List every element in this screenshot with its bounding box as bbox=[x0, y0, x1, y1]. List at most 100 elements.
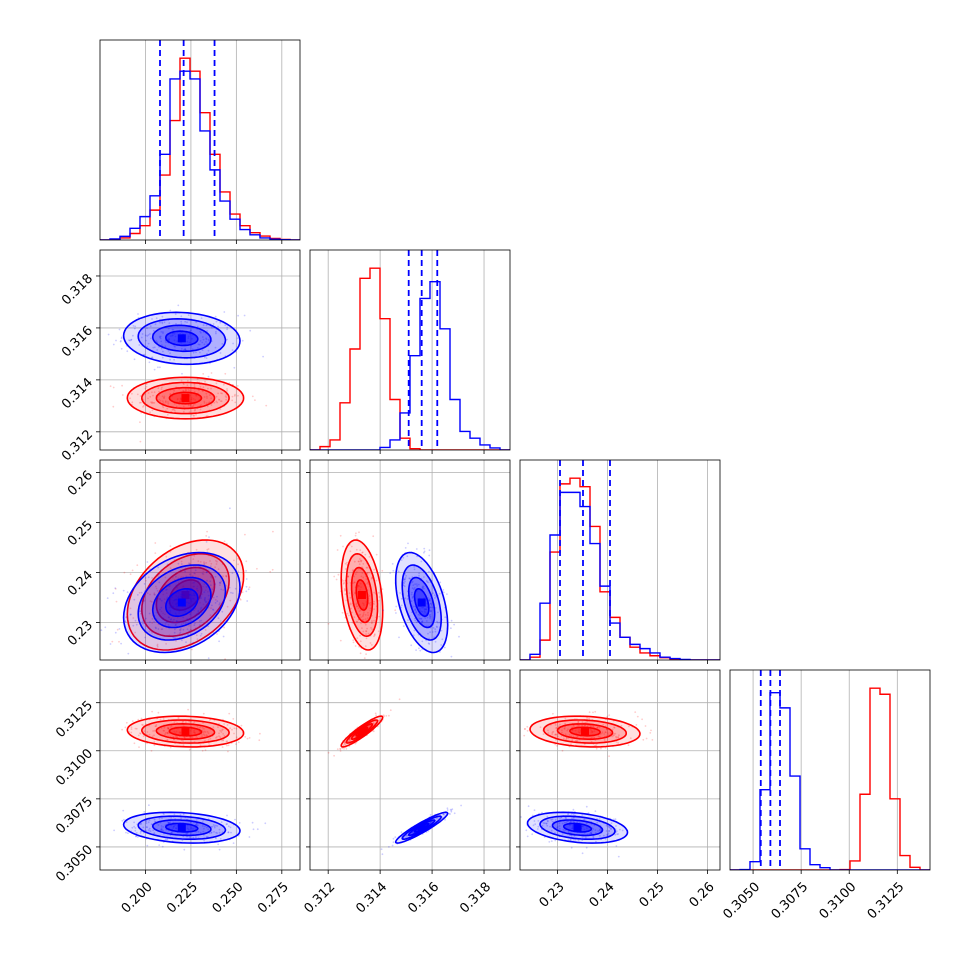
scatter-point bbox=[209, 565, 212, 568]
scatter-point bbox=[213, 583, 216, 586]
scatter-point bbox=[188, 836, 191, 839]
scatter-point bbox=[364, 645, 367, 647]
scatter-point bbox=[568, 734, 571, 736]
scatter-point bbox=[173, 721, 176, 723]
scatter-point bbox=[561, 822, 564, 825]
scatter-point bbox=[192, 414, 195, 417]
scatter-point bbox=[192, 828, 194, 830]
panel-content bbox=[100, 40, 300, 240]
scatter-point bbox=[355, 605, 358, 608]
scatter-point bbox=[167, 727, 170, 730]
scatter-point bbox=[600, 747, 602, 750]
scatter-point bbox=[554, 724, 557, 726]
scatter-point bbox=[159, 608, 161, 611]
scatter-point bbox=[182, 744, 185, 747]
scatter-point bbox=[209, 584, 212, 586]
scatter-point bbox=[169, 609, 172, 612]
scatter-point bbox=[606, 833, 609, 836]
scatter-point bbox=[592, 835, 595, 838]
scatter-point bbox=[598, 726, 601, 729]
scatter-point bbox=[612, 734, 614, 737]
scatter-point bbox=[353, 560, 356, 563]
scatter-point bbox=[167, 822, 170, 825]
scatter-point bbox=[360, 622, 362, 625]
scatter-point bbox=[122, 589, 125, 592]
scatter-point bbox=[167, 349, 170, 352]
scatter-point bbox=[212, 596, 215, 599]
scatter-point bbox=[130, 338, 133, 341]
scatter-point bbox=[136, 836, 139, 838]
scatter-point bbox=[205, 734, 208, 736]
scatter-point bbox=[608, 714, 611, 717]
scatter-point bbox=[366, 627, 368, 630]
y-tick-label: 0.24 bbox=[65, 568, 96, 599]
scatter-point bbox=[546, 820, 549, 823]
scatter-point bbox=[362, 607, 365, 610]
scatter-point bbox=[160, 628, 163, 631]
scatter-point bbox=[578, 724, 580, 727]
scatter-point bbox=[550, 840, 553, 842]
scatter-point bbox=[227, 831, 230, 834]
scatter-point bbox=[225, 823, 228, 826]
scatter-point bbox=[392, 837, 395, 840]
scatter-point bbox=[579, 731, 582, 734]
scatter-point bbox=[155, 724, 158, 726]
scatter-point bbox=[213, 826, 216, 829]
scatter-point bbox=[178, 731, 181, 733]
scatter-point bbox=[135, 623, 138, 626]
scatter-point bbox=[349, 738, 352, 741]
scatter-point bbox=[170, 725, 173, 728]
scatter-point bbox=[204, 749, 207, 752]
scatter-point bbox=[175, 598, 178, 601]
scatter-point bbox=[570, 821, 573, 823]
scatter-panel-2-1 bbox=[306, 459, 511, 664]
scatter-point bbox=[145, 820, 148, 823]
contour-series-1 bbox=[407, 819, 436, 837]
scatter-point bbox=[194, 399, 197, 401]
scatter-point bbox=[360, 575, 363, 578]
panel-frame bbox=[99, 459, 301, 661]
scatter-point bbox=[152, 346, 155, 349]
scatter-point bbox=[613, 726, 615, 729]
scatter-point bbox=[222, 733, 225, 735]
scatter-point bbox=[178, 717, 180, 719]
scatter-point bbox=[370, 627, 372, 629]
scatter-point bbox=[440, 644, 443, 646]
scatter-point bbox=[193, 414, 196, 417]
scatter-point bbox=[555, 727, 558, 729]
density-peak-series-0 bbox=[581, 727, 589, 736]
scatter-point bbox=[207, 338, 210, 341]
scatter-point bbox=[559, 818, 561, 820]
scatter-point bbox=[178, 632, 181, 635]
scatter-point bbox=[593, 730, 596, 733]
scatter-point bbox=[563, 727, 566, 730]
scatter-point bbox=[161, 400, 164, 403]
scatter-point bbox=[175, 595, 178, 597]
scatter-point bbox=[539, 726, 542, 729]
scatter-point bbox=[174, 624, 177, 627]
scatter-point bbox=[144, 577, 147, 579]
scatter-point bbox=[184, 389, 187, 392]
scatter-point bbox=[162, 612, 165, 615]
y-tick-label: 0.312 bbox=[59, 427, 96, 464]
scatter-point bbox=[359, 559, 362, 562]
scatter-point bbox=[205, 541, 208, 543]
density-peak-series-0 bbox=[357, 727, 366, 736]
scatter-point bbox=[203, 563, 206, 565]
scatter-point bbox=[205, 402, 208, 404]
scatter-point bbox=[195, 413, 197, 416]
scatter-point bbox=[634, 711, 637, 713]
scatter-point bbox=[346, 561, 348, 564]
scatter-point bbox=[374, 712, 377, 715]
scatter-point bbox=[359, 582, 362, 585]
scatter-point bbox=[343, 748, 345, 750]
scatter-point bbox=[533, 809, 536, 812]
panel-frame bbox=[99, 39, 301, 241]
scatter-point bbox=[629, 737, 632, 739]
scatter-point bbox=[362, 603, 365, 605]
scatter-point bbox=[205, 341, 207, 343]
scatter-point bbox=[239, 598, 242, 600]
scatter-point bbox=[536, 828, 539, 830]
scatter-point bbox=[166, 726, 169, 729]
scatter-point bbox=[197, 824, 199, 827]
